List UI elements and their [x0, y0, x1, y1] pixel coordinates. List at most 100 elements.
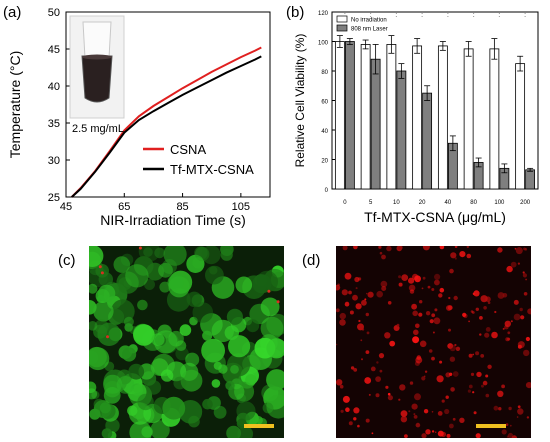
red-cell [484, 332, 490, 338]
red-cell [367, 291, 374, 298]
y-tick-label: 40 [48, 81, 60, 93]
red-cell [411, 303, 417, 310]
red-cell [510, 320, 513, 323]
red-speck [276, 300, 280, 304]
red-cell [425, 429, 431, 435]
red-cell [483, 306, 487, 310]
red-cell [423, 409, 429, 414]
red-cell [525, 278, 527, 281]
red-cell [364, 298, 367, 301]
red-speck [138, 246, 142, 250]
green-cell [128, 363, 145, 380]
green-cell [225, 380, 235, 391]
green-cell [201, 338, 225, 363]
green-cell [116, 376, 135, 394]
bar-no-irradiation [515, 63, 526, 190]
red-cell [398, 246, 403, 250]
red-cell [380, 280, 388, 288]
red-cell [491, 331, 498, 339]
green-cell [89, 321, 98, 331]
red-speck [267, 289, 271, 293]
red-cell [381, 254, 386, 260]
green-cell [97, 284, 116, 303]
red-cell [432, 331, 435, 334]
red-cell [379, 251, 383, 255]
green-cell [89, 388, 98, 400]
red-cell [515, 247, 523, 255]
green-cell [266, 313, 284, 336]
red-cell [428, 349, 433, 353]
y-tick-label: 60 [321, 100, 328, 106]
panel-label-a: (a) [3, 4, 22, 21]
red-cell [342, 395, 350, 403]
red-cell [454, 246, 458, 248]
red-cell [473, 411, 477, 415]
green-cell [173, 376, 187, 390]
red-cell [414, 275, 421, 283]
red-cell [342, 246, 348, 251]
green-cell [122, 347, 137, 362]
red-cell [450, 387, 455, 392]
red-cell [472, 292, 476, 296]
green-cell [151, 333, 165, 347]
red-cell [424, 370, 428, 373]
green-cell [125, 264, 149, 288]
bar-laser [344, 41, 355, 190]
red-cell [399, 384, 406, 391]
red-cell [523, 349, 530, 357]
red-cell [349, 310, 354, 315]
red-cell [501, 429, 507, 435]
red-cell [340, 409, 344, 413]
red-cell [453, 295, 458, 301]
red-cell [398, 398, 401, 401]
red-cell [353, 368, 358, 372]
fluorescence-image-red [336, 246, 531, 438]
x-tick-label: 10 [393, 200, 400, 206]
vial-meniscus [82, 54, 112, 60]
y-tick-label: 40 [321, 129, 328, 135]
green-cell [146, 380, 162, 395]
panel-label-c: (c) [58, 252, 76, 269]
red-cell [448, 372, 453, 376]
green-cell [123, 316, 134, 327]
red-cell [485, 327, 491, 332]
red-cell [468, 320, 470, 323]
red-cell [339, 319, 346, 326]
red-cell [436, 375, 444, 383]
red-cell [431, 356, 435, 361]
red-cell [413, 415, 418, 419]
red-cell [494, 310, 497, 314]
red-cell [381, 286, 387, 291]
red-cell [437, 411, 443, 416]
red-cell [376, 361, 379, 364]
red-cell [434, 308, 438, 312]
red-cell [505, 423, 509, 426]
red-cell [467, 389, 471, 393]
red-cell [341, 289, 348, 296]
red-cell [336, 343, 338, 346]
red-cell [398, 275, 402, 279]
red-cell [459, 251, 466, 258]
red-cell [517, 405, 521, 409]
green-cell [252, 274, 272, 294]
green-cell [133, 324, 155, 346]
red-cell [413, 413, 416, 416]
vial-inset [69, 15, 125, 119]
red-cell [400, 416, 408, 423]
red-cell [345, 301, 350, 306]
x-axis-label: NIR-Irradiation Time (s) [100, 212, 245, 228]
x-tick-label: 40 [445, 200, 452, 206]
bar-no-irradiation [437, 45, 448, 190]
series-line-tf-mtx-csna [71, 55, 262, 198]
red-cell [507, 432, 514, 438]
x-tick-label: 100 [494, 200, 505, 206]
red-cell [476, 371, 482, 378]
x-tick-label: 0 [343, 200, 347, 206]
y-tick-label: 25 [48, 192, 60, 204]
red-cell [411, 403, 418, 410]
red-cell [519, 307, 523, 312]
fluorescence-image-green [89, 246, 284, 438]
red-cell [466, 246, 469, 249]
red-cell [517, 262, 520, 265]
green-cell [158, 262, 173, 278]
